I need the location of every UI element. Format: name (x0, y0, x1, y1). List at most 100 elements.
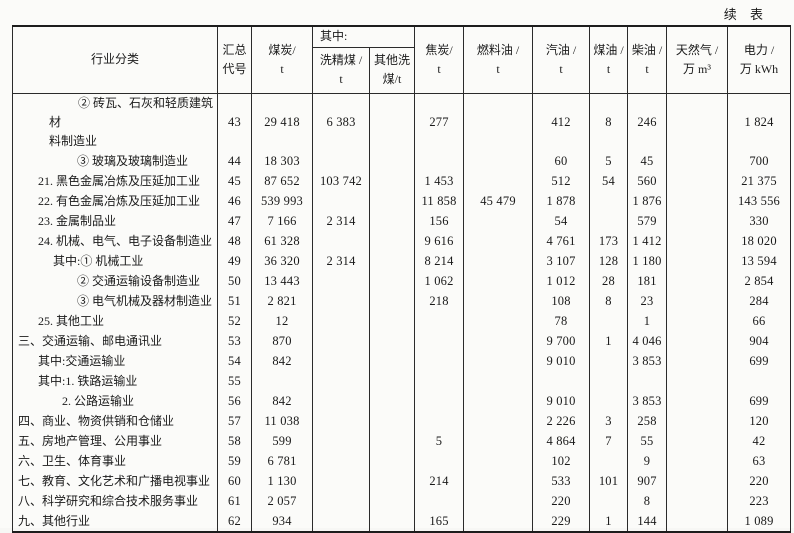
cell-fuel-oil (463, 171, 533, 192)
cell-code: 52 (217, 311, 252, 332)
cell-washed-coal (312, 391, 370, 412)
cell-electricity: 700 (727, 151, 791, 172)
cell-electricity: 13 594 (727, 251, 791, 272)
cell-coke (414, 451, 464, 472)
cell-washed-coal (312, 311, 370, 332)
cell-natural-gas (666, 93, 728, 152)
cell-industry: 九、其他行业 (12, 511, 218, 533)
cell-code: 61 (217, 491, 252, 512)
cell-diesel: 579 (627, 211, 667, 232)
cell-coal: 842 (251, 391, 313, 412)
cell-gasoline: 9 010 (532, 351, 590, 372)
table-row: 其中:交通运输业 54 842 9 010 3 853 699 (12, 351, 791, 372)
cell-other-washed-coal (369, 231, 415, 252)
cell-gasoline: 412 (532, 93, 590, 152)
cell-natural-gas (666, 311, 728, 332)
cell-diesel: 9 (627, 451, 667, 472)
cell-industry: 六、卫生、体育事业 (12, 451, 218, 472)
cell-washed-coal (312, 451, 370, 472)
cell-electricity: 120 (727, 411, 791, 432)
cell-code: 55 (217, 371, 252, 392)
cell-code: 51 (217, 291, 252, 312)
cell-diesel: 23 (627, 291, 667, 312)
table-row: 八、科学研究和综合技术服务事业 61 2 057 220 8 223 (12, 491, 791, 512)
cell-code: 59 (217, 451, 252, 472)
cell-industry: 其中:1. 铁路运输业 (12, 371, 218, 392)
cell-electricity: 21 375 (727, 171, 791, 192)
table-row: ② 砖瓦、石灰和轻质建筑材 料制造业 43 29 418 6 383 277 4… (12, 93, 791, 152)
cell-gasoline: 9 010 (532, 391, 590, 412)
cell-washed-coal (312, 271, 370, 292)
header-kerosene: 煤油 / t (589, 25, 628, 94)
cell-electricity (727, 371, 791, 392)
table-header: 行业分类 汇总 代号 煤炭/ t 其中: 焦炭/ t 燃料油 / t (12, 25, 791, 94)
cell-fuel-oil (463, 151, 533, 172)
cell-diesel: 1 (627, 311, 667, 332)
cell-code: 43 (217, 93, 252, 152)
header-gasoline: 汽油 / t (532, 25, 590, 94)
cell-coal (251, 371, 313, 392)
cell-code: 56 (217, 391, 252, 412)
cell-coke: 277 (414, 93, 464, 152)
table-row: 23. 金属制品业 47 7 166 2 314 156 54 579 330 (12, 211, 791, 232)
cell-natural-gas (666, 391, 728, 412)
cell-coal: 6 781 (251, 451, 313, 472)
cell-electricity: 220 (727, 471, 791, 492)
header-industry-label: 行业分类 (90, 52, 139, 67)
cell-industry: 25. 其他工业 (12, 311, 218, 332)
cell-code: 47 (217, 211, 252, 232)
cell-coal: 842 (251, 351, 313, 372)
cell-washed-coal (312, 291, 370, 312)
cell-fuel-oil (463, 411, 533, 432)
cell-gasoline: 9 700 (532, 331, 590, 352)
cell-diesel: 258 (627, 411, 667, 432)
table-row: ③ 电气机械及器材制造业 51 2 821 218 108 8 23 284 (12, 291, 791, 312)
table-row: 其中:① 机械工业 49 36 320 2 314 8 214 3 107 12… (12, 251, 791, 272)
header-washed-coal: 洗精煤 / t (312, 46, 370, 94)
cell-other-washed-coal (369, 471, 415, 492)
cell-washed-coal: 2 314 (312, 251, 370, 272)
cell-industry: 22. 有色金属冶炼及压延加工业 (12, 191, 218, 212)
cell-electricity: 330 (727, 211, 791, 232)
cell-coke (414, 311, 464, 332)
cell-coke (414, 351, 464, 372)
cell-coal: 870 (251, 331, 313, 352)
cell-diesel: 55 (627, 431, 667, 452)
cell-natural-gas (666, 211, 728, 232)
cell-kerosene (589, 391, 628, 412)
cell-other-washed-coal (369, 191, 415, 212)
cell-electricity: 699 (727, 391, 791, 412)
cell-fuel-oil: 45 479 (463, 191, 533, 212)
table-row: 九、其他行业 62 934 165 229 1 144 1 089 (12, 511, 791, 533)
cell-coke: 156 (414, 211, 464, 232)
cell-coal: 599 (251, 431, 313, 452)
cell-coal: 2 821 (251, 291, 313, 312)
cell-code: 62 (217, 511, 252, 533)
cell-washed-coal (312, 491, 370, 512)
cell-natural-gas (666, 271, 728, 292)
cell-other-washed-coal (369, 151, 415, 172)
cell-coal: 2 057 (251, 491, 313, 512)
cell-fuel-oil (463, 371, 533, 392)
cell-diesel: 246 (627, 93, 667, 152)
cell-fuel-oil (463, 251, 533, 272)
cell-kerosene: 173 (589, 231, 628, 252)
cell-washed-coal: 103 742 (312, 171, 370, 192)
table-row: 21. 黑色金属冶炼及压延加工业 45 87 652 103 742 1 453… (12, 171, 791, 192)
cell-industry: 其中:交通运输业 (12, 351, 218, 372)
cell-gasoline: 54 (532, 211, 590, 232)
cell-kerosene (589, 311, 628, 332)
cell-kerosene: 28 (589, 271, 628, 292)
cell-coal: 29 418 (251, 93, 313, 152)
cell-natural-gas (666, 411, 728, 432)
cell-industry: 2. 公路运输业 (12, 391, 218, 412)
cell-diesel: 560 (627, 171, 667, 192)
cell-coke: 9 616 (414, 231, 464, 252)
cell-fuel-oil (463, 511, 533, 533)
cell-gasoline: 60 (532, 151, 590, 172)
cell-electricity: 699 (727, 351, 791, 372)
cell-electricity: 143 556 (727, 191, 791, 212)
cell-code: 48 (217, 231, 252, 252)
cell-other-washed-coal (369, 171, 415, 192)
cell-washed-coal (312, 351, 370, 372)
